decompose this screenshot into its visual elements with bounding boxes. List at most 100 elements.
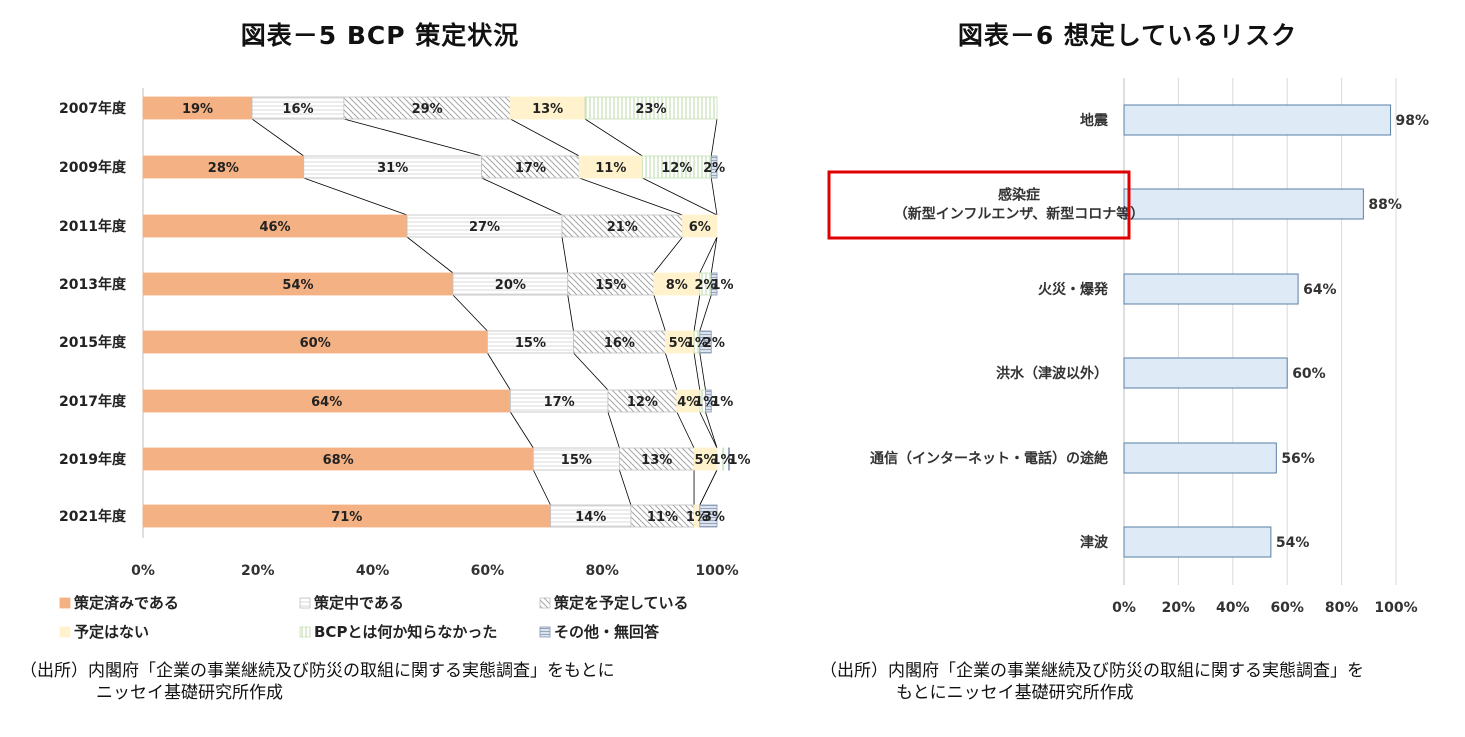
bcp-data-label: 17%	[515, 161, 546, 176]
risk-category-label: 地震	[1080, 112, 1109, 129]
bcp-category-label: 2021年度	[59, 508, 127, 525]
bcp-connector-line	[619, 469, 632, 506]
risk-category-label: 洪水（津波以外）	[996, 365, 1108, 382]
bcp-legend-swatch	[59, 626, 71, 638]
risk-bar-3	[1123, 357, 1288, 389]
bcp-data-label: 1%	[711, 278, 733, 293]
risk-category-label: 火災・爆発	[1038, 281, 1109, 298]
risk-x-tick-label: 60%	[1270, 600, 1304, 616]
bcp-data-label: 19%	[182, 102, 213, 117]
bcp-data-label: 14%	[575, 510, 606, 525]
bcp-data-label: 12%	[627, 395, 658, 410]
risk-value-label: 88%	[1368, 197, 1402, 213]
bcp-data-label: 2%	[703, 336, 725, 351]
bcp-connector-line	[693, 294, 701, 332]
risk-bar-1	[1123, 188, 1364, 220]
bcp-x-tick-label: 40%	[356, 563, 390, 579]
bcp-connector-line	[664, 352, 678, 391]
bcp-data-label: 13%	[532, 102, 563, 117]
bcp-connector-line	[481, 177, 563, 216]
risk-bar-2	[1123, 273, 1299, 305]
bcp-connector-line	[584, 118, 643, 157]
bcp-data-label: 5%	[669, 336, 691, 351]
bcp-data-label: 23%	[635, 102, 666, 117]
bcp-connector-line	[510, 411, 534, 449]
bcp-legend-label: その他・無回答	[554, 623, 660, 641]
bcp-data-label: 2%	[694, 278, 716, 293]
risk-category-label: 通信（インターネット・電話）の途絶	[870, 450, 1108, 467]
right-source-line2: もとにニッセイ基礎研究所作成	[896, 683, 1134, 703]
bcp-data-label: 4%	[677, 395, 699, 410]
bcp-x-tick-label: 0%	[131, 563, 155, 579]
bcp-connector-line	[699, 236, 718, 274]
bcp-data-label: 28%	[208, 161, 239, 176]
bcp-data-label: 17%	[544, 395, 575, 410]
bcp-data-label: 1%	[728, 453, 750, 468]
bcp-connector-line	[676, 411, 695, 449]
bcp-data-label: 54%	[282, 278, 313, 293]
bcp-connector-line	[699, 352, 706, 391]
bcp-connector-line	[487, 352, 511, 391]
bcp-connector-line	[699, 294, 712, 332]
bcp-data-label: 46%	[259, 220, 290, 235]
highlight-box	[827, 170, 1131, 240]
bcp-data-label: 1%	[694, 395, 716, 410]
bcp-data-label: 1%	[711, 453, 733, 468]
bcp-connector-line	[510, 118, 580, 157]
bcp-connector-line	[693, 352, 701, 391]
bcp-legend-swatch	[539, 626, 551, 638]
bcp-data-label: 12%	[661, 161, 692, 176]
bcp-data-label: 8%	[666, 278, 688, 293]
risk-bar-0	[1123, 104, 1392, 136]
risk-bar-chart: 98% 地震 88% 感染症 （新型インフルエンザ、新型コロナ等） 64% 火災・爆発 60%…	[827, 78, 1430, 616]
risk-category-label: （新型インフルエンザ、新型コロナ等）	[894, 206, 1144, 223]
risk-x-tick-label: 100%	[1374, 600, 1417, 616]
bcp-category-label: 2019年度	[59, 451, 127, 468]
bcp-x-tick-label: 20%	[241, 563, 275, 579]
bcp-chart-title: 図表－5 BCP 策定状況	[240, 21, 520, 50]
risk-value-label: 54%	[1276, 535, 1310, 551]
left-source-line1: （出所）内閣府「企業の事業継続及び防災の取組に関する実態調査」をもとに	[20, 661, 615, 681]
bcp-connector-line	[579, 177, 683, 216]
bcp-connector-line	[251, 118, 304, 157]
bcp-bar-2017-seg5	[705, 389, 712, 413]
bcp-category-label: 2017年度	[59, 393, 127, 410]
bcp-legend-swatch	[539, 597, 551, 609]
risk-x-tick-label: 40%	[1216, 600, 1250, 616]
bcp-connector-line	[573, 352, 609, 391]
bcp-data-label: 60%	[300, 336, 331, 351]
bcp-status-chart-panel: 図表－5 BCP 策定状況 2007年度 19% 16% 29% 13% 23% 2009年…	[20, 21, 760, 704]
bcp-data-label: 3%	[703, 510, 725, 525]
bcp-stacked-bar-chart: 2007年度 19% 16% 29% 13% 23% 2009年度 28% 31% 17% 11% 1…	[59, 88, 751, 641]
bcp-category-label: 2013年度	[59, 276, 127, 293]
bcp-connector-line	[561, 236, 569, 274]
bcp-data-label: 29%	[412, 102, 443, 117]
bcp-data-label: 5%	[694, 453, 716, 468]
bcp-data-label: 15%	[595, 278, 626, 293]
left-source-note: （出所）内閣府「企業の事業継続及び防災の取組に関する実態調査」をもとに ニッセイ…	[20, 660, 760, 704]
risk-bar-5	[1123, 526, 1272, 558]
bcp-bar-2015-seg5	[699, 330, 712, 354]
bcp-legend-label: 策定中である	[313, 594, 404, 612]
bcp-bar-2019-seg4	[722, 447, 725, 471]
risk-value-label: 98%	[1396, 113, 1430, 129]
bcp-data-label: 2%	[703, 161, 725, 176]
risk-category-label: 感染症	[998, 187, 1040, 204]
bcp-legend-swatch	[299, 597, 311, 609]
risk-bar-4	[1123, 442, 1277, 474]
bcp-connector-line	[567, 294, 574, 332]
bcp-data-label: 16%	[282, 102, 313, 117]
right-source-note: （出所）内閣府「企業の事業継続及び防災の取組に関する実態調査」を もとにニッセイ…	[820, 660, 1460, 704]
bcp-x-tick-label: 60%	[471, 563, 505, 579]
bcp-bar-2011-seg3	[682, 214, 718, 238]
bcp-bar-2021-seg5	[699, 504, 718, 528]
bcp-data-label: 64%	[311, 395, 342, 410]
bcp-connector-line	[653, 236, 683, 274]
bcp-data-label: 15%	[515, 336, 546, 351]
bcp-data-label: 11%	[595, 161, 626, 176]
bcp-bar-2019-seg3	[693, 447, 718, 471]
bcp-legend-label: 予定はない	[74, 623, 149, 641]
bcp-data-label: 21%	[607, 220, 638, 235]
bcp-data-label: 15%	[561, 453, 592, 468]
bcp-data-label: 6%	[689, 220, 711, 235]
